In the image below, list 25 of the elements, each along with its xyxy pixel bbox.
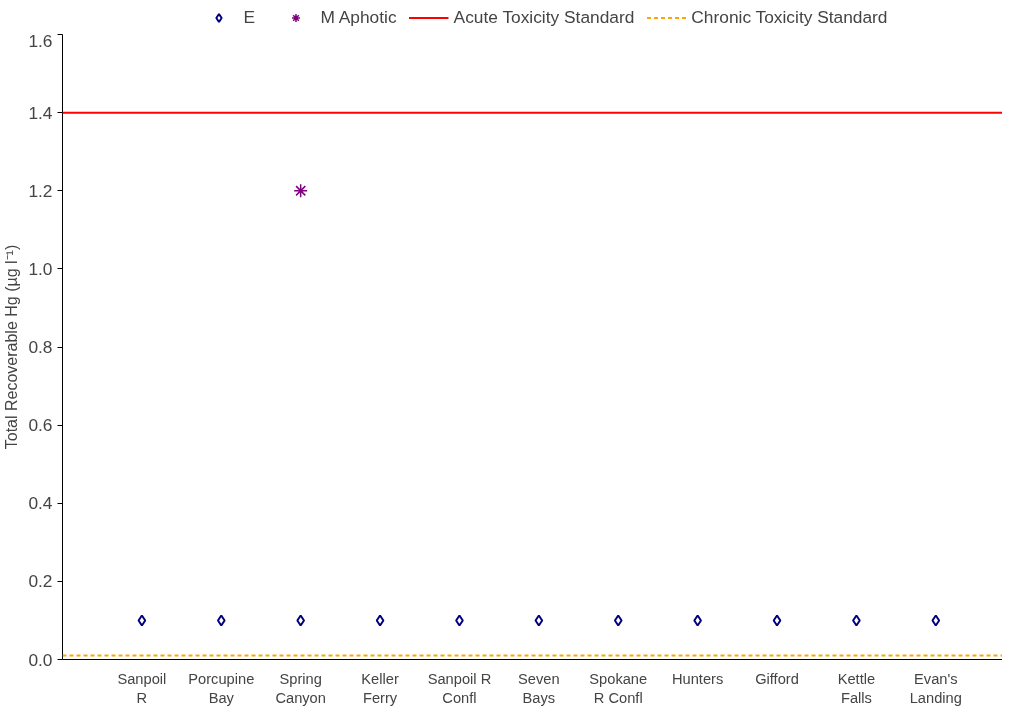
y-tick-label: 0.2 [28, 571, 53, 592]
x-tick-label: Sanpoil R Confl [427, 670, 492, 706]
y-tick-label: 1.2 [28, 180, 53, 201]
x-tick-label: Spokane R Confl [589, 670, 648, 706]
legend-label: Acute Toxicity Standard [453, 6, 635, 28]
legend-label: M Aphotic [320, 6, 397, 28]
x-tick-label: Gifford [755, 670, 799, 687]
y-axis-title: Total Recoverable Hg (µg l⁻¹) [3, 244, 21, 450]
x-tick-label: Evan's Landing [909, 670, 962, 706]
y-tick-label: 0.0 [28, 649, 53, 670]
legend-label: E [243, 6, 257, 28]
y-tick-label: 0.4 [28, 493, 53, 514]
y-tick-label: 0.8 [28, 337, 53, 357]
legend-label: Chronic Toxicity Standard [691, 6, 888, 28]
y-tick-label: 0.6 [28, 415, 53, 436]
x-tick-label: Sanpoil R [117, 670, 167, 706]
y-tick-label: 1.0 [28, 258, 53, 279]
x-tick-label: Kettle Falls [837, 670, 876, 706]
x-tick-label: Hunters [671, 670, 724, 687]
x-tick-label: Keller Ferry [361, 670, 399, 706]
x-tick-label: Porcupine Bay [188, 670, 255, 706]
y-tick-label: 1.6 [28, 30, 53, 51]
x-tick-label: Spring Canyon [275, 670, 326, 706]
x-tick-label: Seven Bays [518, 670, 560, 706]
y-tick-label: 1.4 [28, 102, 53, 123]
